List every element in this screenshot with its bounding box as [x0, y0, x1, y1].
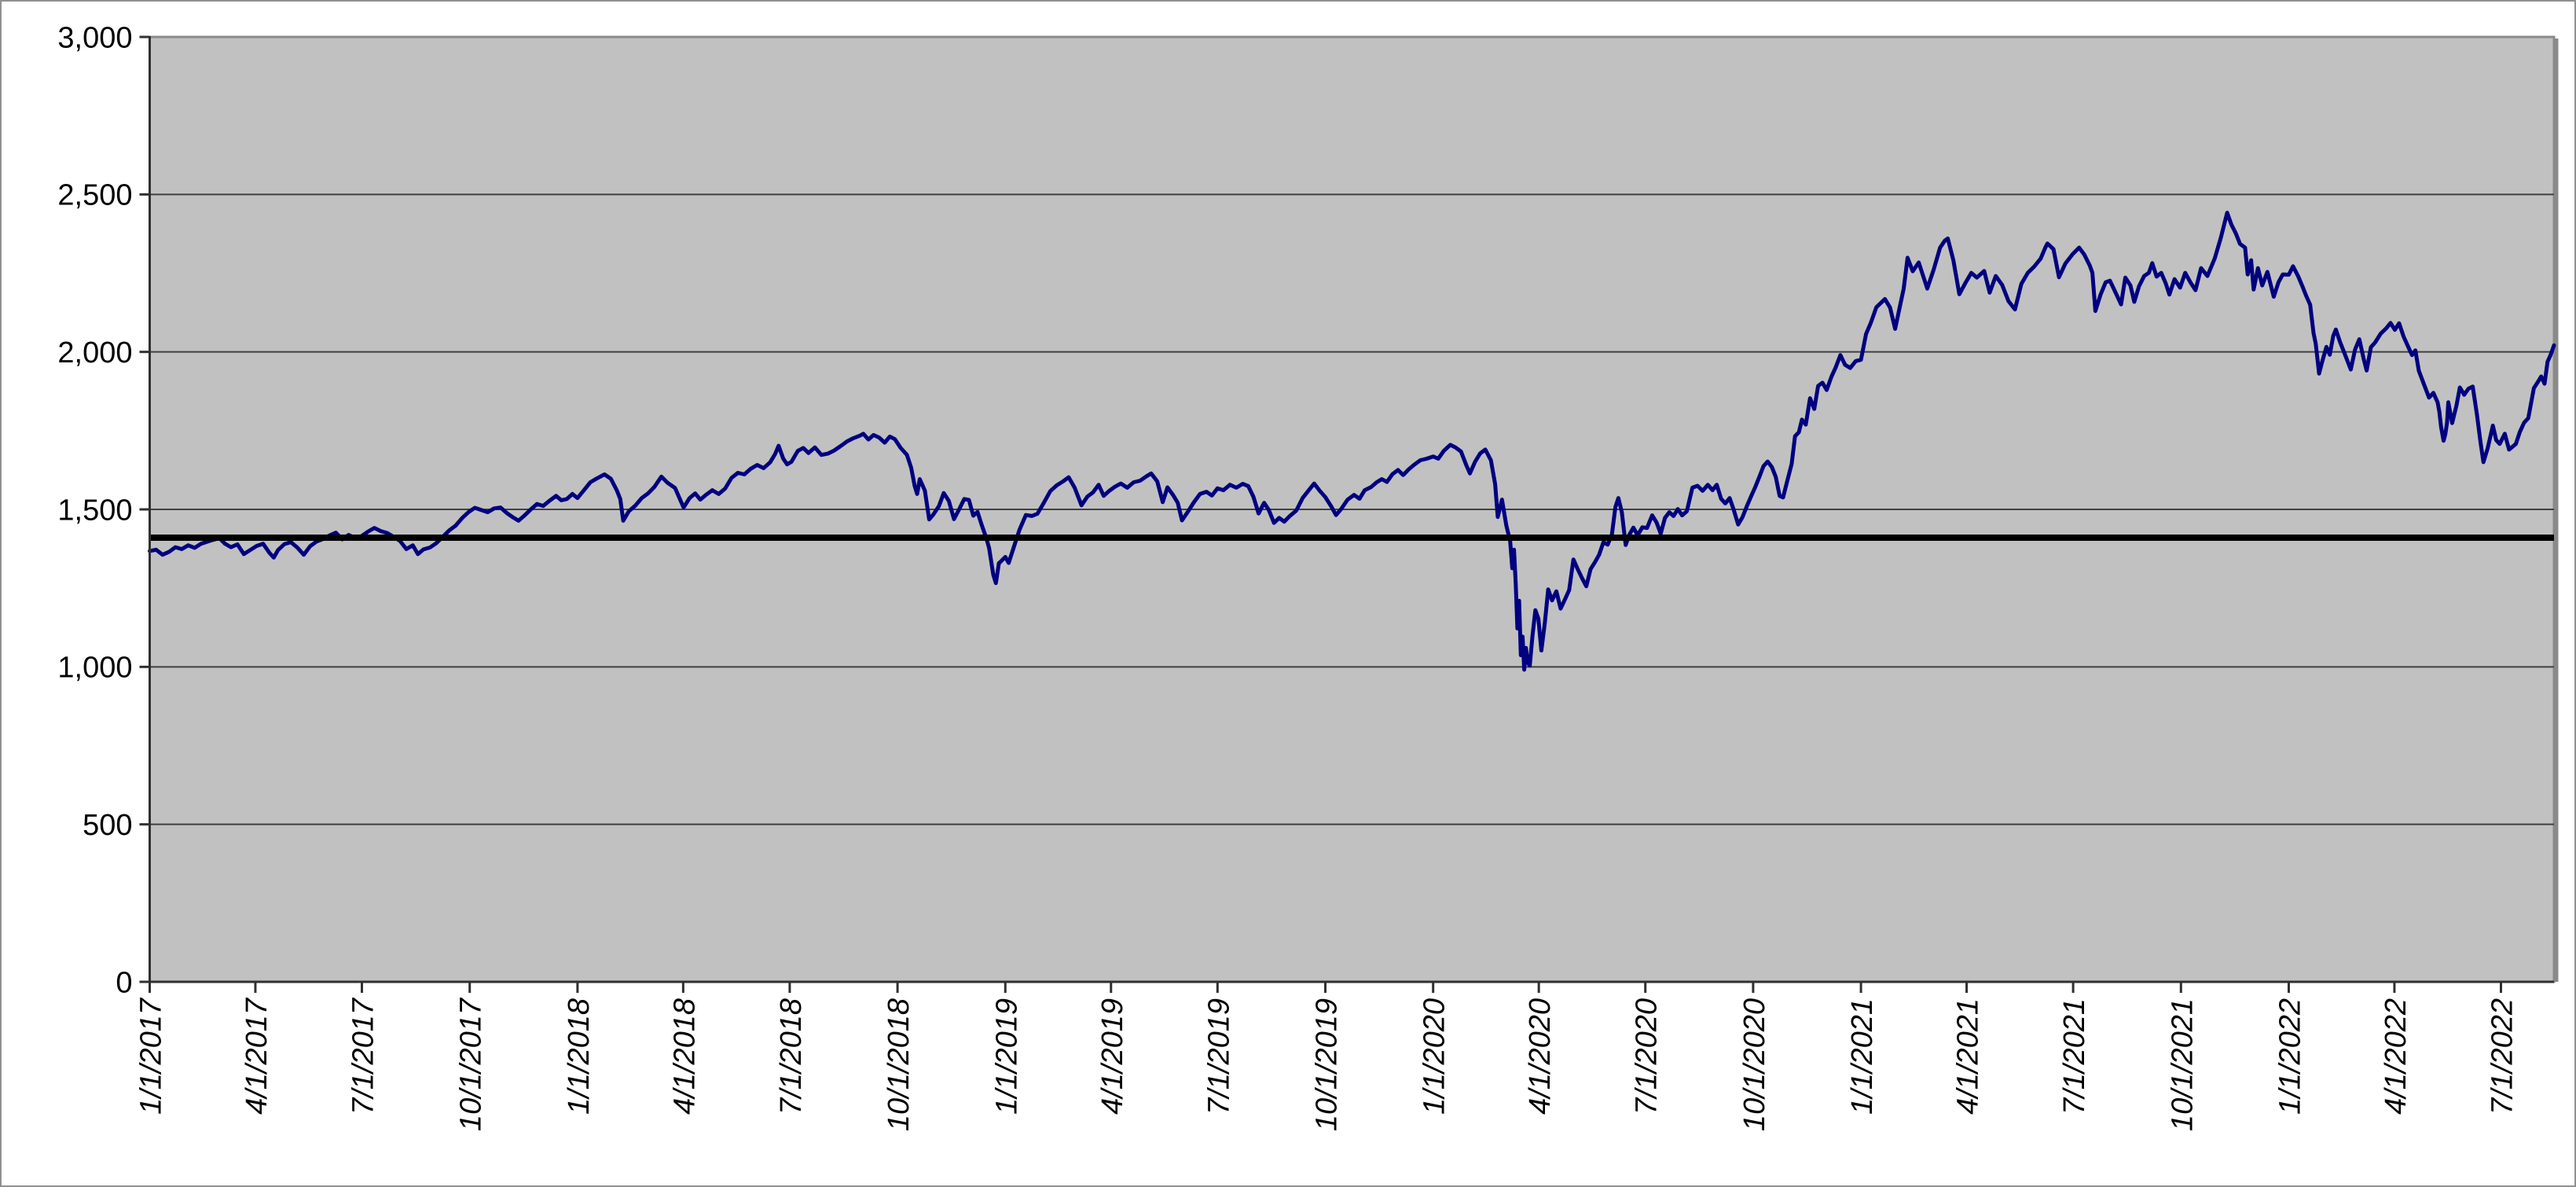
x-axis-labels: 1/1/2017 4/1/2017 7/1/2017 10/1/2017 1/1/201…: [135, 997, 2519, 1131]
x-axis-tick-label: 7/1/2019: [1202, 998, 1235, 1115]
x-axis-tick-label: 4/1/2017: [240, 997, 273, 1115]
x-axis-tick-label: 7/1/2021: [2058, 998, 2091, 1115]
y-axis-tick-label: 500: [83, 809, 132, 842]
y-axis-tick-label: 1,000: [57, 652, 132, 685]
x-axis-tick-label: 4/1/2019: [1096, 998, 1129, 1115]
x-axis-tick-label: 10/1/2019: [1310, 998, 1343, 1131]
y-axis-tick-label: 3,000: [57, 21, 132, 54]
x-axis-tick-label: 1/1/2019: [990, 998, 1023, 1115]
x-axis-tick-label: 7/1/2022: [2486, 998, 2519, 1115]
x-axis-tick-label: 4/1/2021: [1952, 998, 1985, 1115]
x-axis-tick-label: 1/1/2017: [135, 997, 168, 1115]
y-axis-tick-label: 0: [116, 966, 132, 999]
y-axis-tick-label: 2,000: [57, 336, 132, 369]
series-line: [148, 211, 2556, 672]
y-axis-tick-label: 1,500: [57, 494, 132, 527]
price-line-series: [148, 211, 2556, 672]
x-axis-tick-label: 7/1/2018: [775, 998, 808, 1115]
x-axis-tick-label: 10/1/2021: [2166, 998, 2199, 1131]
x-axis-tick-label: 1/1/2022: [2273, 998, 2306, 1115]
x-axis-tick-label: 10/1/2017: [455, 997, 488, 1131]
x-axis-tick-label: 10/1/2020: [1738, 998, 1771, 1131]
x-axis-tick-label: 10/1/2018: [883, 998, 916, 1131]
y-axis-labels: 0 500 1,000 1,500 2,000 2,500 3,000: [57, 21, 132, 999]
y-axis-ticks: [139, 35, 150, 983]
x-axis-ticks: [149, 982, 2502, 993]
x-axis-tick-label: 1/1/2021: [1846, 998, 1879, 1115]
gridlines: [149, 193, 2554, 825]
y-axis-tick-label: 2,500: [57, 179, 132, 212]
x-axis-tick-label: 7/1/2017: [347, 997, 380, 1115]
x-axis-tick-label: 4/1/2020: [1524, 998, 1557, 1115]
x-axis-tick-label: 7/1/2020: [1631, 998, 1664, 1115]
x-axis-tick-label: 4/1/2022: [2380, 998, 2413, 1115]
x-axis-tick-label: 4/1/2018: [668, 998, 701, 1115]
x-axis-tick-label: 1/1/2018: [563, 998, 596, 1115]
x-axis-tick-label: 1/1/2020: [1418, 998, 1451, 1115]
